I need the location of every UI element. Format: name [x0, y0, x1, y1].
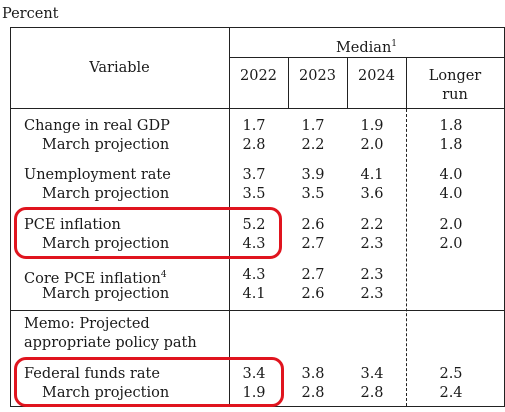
cell-value: 3.6: [360, 186, 384, 202]
cell-value: 3.5: [301, 186, 325, 202]
memo-line-2: appropriate policy path: [24, 335, 197, 351]
row-label-core-pce: Core PCE inflation4: [24, 266, 167, 288]
header-bottom-rule: [10, 108, 504, 109]
fed-funds-highlight: [14, 357, 284, 407]
cell-value: 1.8: [439, 137, 463, 153]
row-label-core-pce-march: March projection: [42, 286, 170, 302]
cell-value: 1.7: [242, 118, 266, 134]
longer-run-header-line2: run: [442, 87, 468, 103]
cell-value: 1.8: [439, 118, 463, 134]
unit-label: Percent: [2, 6, 59, 22]
row-label-fed-funds-march: March projection: [42, 385, 170, 401]
row-label-fed-funds: Federal funds rate: [24, 366, 160, 382]
year-divider-2: [347, 57, 348, 109]
label-column-divider: [229, 27, 230, 407]
memo-line-1: Memo: Projected: [24, 316, 150, 332]
cell-value: 4.1: [242, 286, 266, 302]
cell-value: 2.7: [301, 236, 325, 252]
cell-value: 3.9: [301, 167, 325, 183]
year-divider-1: [288, 57, 289, 109]
cell-value: 5.2: [242, 217, 266, 233]
row-label-pce-march: March projection: [42, 236, 170, 252]
cell-value: 2.0: [360, 137, 384, 153]
year-header-2023: 2023: [299, 68, 336, 84]
cell-value: 2.8: [242, 137, 266, 153]
row-label-gdp-march: March projection: [42, 137, 170, 153]
cell-value: 4.0: [439, 167, 463, 183]
median-header: Median1: [229, 35, 504, 57]
cell-value: 1.9: [360, 118, 384, 134]
cell-value: 3.7: [242, 167, 266, 183]
cell-value: 2.4: [439, 385, 463, 401]
year-header-2024: 2024: [358, 68, 395, 84]
cell-value: 2.3: [360, 286, 384, 302]
row-label-unemployment: Unemployment rate: [24, 167, 171, 183]
cell-value: 3.8: [301, 366, 325, 382]
row-label-pce-inflation: PCE inflation: [24, 217, 121, 233]
cell-value: 2.7: [301, 267, 325, 283]
cell-value: 1.9: [242, 385, 266, 401]
core-pce-label-text: Core PCE inflation: [24, 271, 161, 287]
cell-value: 2.8: [360, 385, 384, 401]
cell-value: 2.2: [360, 217, 384, 233]
variable-header: Variable: [89, 60, 150, 76]
longer-run-header-line1: Longer: [428, 68, 482, 84]
cell-value: 2.3: [360, 236, 384, 252]
cell-value: 2.6: [301, 286, 325, 302]
median-header-text: Median: [335, 40, 392, 56]
year-header-2022: 2022: [240, 68, 277, 84]
pce-inflation-highlight: [14, 207, 282, 259]
cell-value: 2.5: [439, 366, 463, 382]
year-divider-3: [406, 57, 407, 109]
cell-value: 2.3: [360, 267, 384, 283]
left-border: [10, 27, 11, 407]
cell-value: 2.0: [439, 236, 463, 252]
cell-value: 4.0: [439, 186, 463, 202]
row-label-real-gdp: Change in real GDP: [24, 118, 170, 134]
table-top-rule: [10, 27, 504, 28]
median-footnote: 1: [391, 39, 398, 49]
core-pce-footnote: 4: [160, 270, 167, 280]
memo-top-rule: [10, 310, 504, 311]
cell-value: 4.3: [242, 267, 266, 283]
cell-value: 1.7: [301, 118, 325, 134]
median-underline: [229, 57, 504, 58]
cell-value: 2.6: [301, 217, 325, 233]
cell-value: 2.8: [301, 385, 325, 401]
cell-value: 2.0: [439, 217, 463, 233]
longer-run-divider: [406, 109, 407, 406]
cell-value: 3.4: [242, 366, 266, 382]
cell-value: 4.3: [242, 236, 266, 252]
cell-value: 3.5: [242, 186, 266, 202]
cell-value: 3.4: [360, 366, 384, 382]
cell-value: 4.1: [360, 167, 384, 183]
cell-value: 2.2: [301, 137, 325, 153]
row-label-unemployment-march: March projection: [42, 186, 170, 202]
